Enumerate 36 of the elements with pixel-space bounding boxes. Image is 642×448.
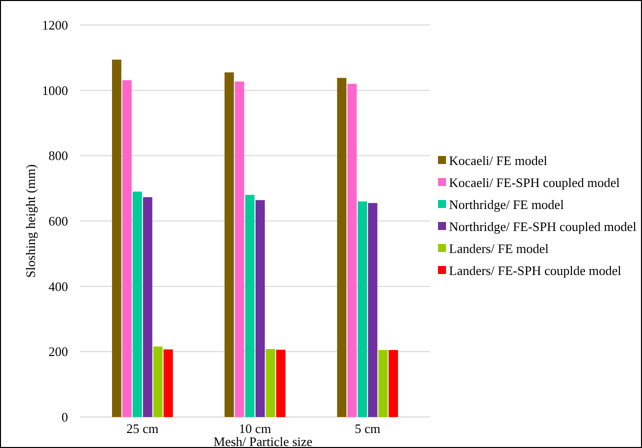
y-tick-label: 800 [48, 148, 68, 164]
y-tick-label: 200 [48, 344, 68, 360]
legend-label: Kocaeli/ FE-SPH coupled model [449, 175, 620, 190]
x-tick-label: 5 cm [354, 421, 380, 436]
bar [234, 82, 244, 417]
bar [368, 203, 378, 417]
bar [164, 349, 173, 417]
bar [337, 78, 346, 417]
y-tick-label: 600 [48, 214, 68, 229]
bar [378, 350, 388, 417]
x-tick-label: 10 cm [238, 421, 272, 436]
bar [388, 350, 398, 417]
bar [276, 350, 286, 417]
x-tick-label: 25 cm [126, 421, 159, 436]
bar [142, 197, 152, 417]
bar [256, 200, 265, 417]
bar [132, 192, 142, 417]
legend-label: Northridge/ FE-SPH coupled model [449, 219, 637, 234]
y-tick-label: 1200 [42, 18, 68, 33]
x-axis-title: Mesh/ Particle size [214, 434, 313, 448]
legend-label: Landers/ FE model [449, 241, 550, 256]
legend-label: Kocaeli/ FE model [449, 153, 548, 168]
bar [112, 60, 122, 417]
bar [358, 201, 368, 417]
bar [245, 194, 254, 417]
legend-label: Northridge/ FE model [449, 197, 564, 212]
bar [122, 80, 132, 417]
y-axis-title: Sloshing height (mm) [23, 164, 38, 278]
bar [224, 72, 234, 417]
bar [266, 349, 276, 417]
y-tick-label: 0 [62, 410, 68, 425]
y-tick-label: 400 [48, 278, 68, 294]
y-tick-label: 1000 [42, 82, 68, 98]
bar [347, 84, 357, 417]
legend-label: Landers/ FE-SPH couplde model [449, 263, 622, 278]
bar [153, 346, 163, 417]
